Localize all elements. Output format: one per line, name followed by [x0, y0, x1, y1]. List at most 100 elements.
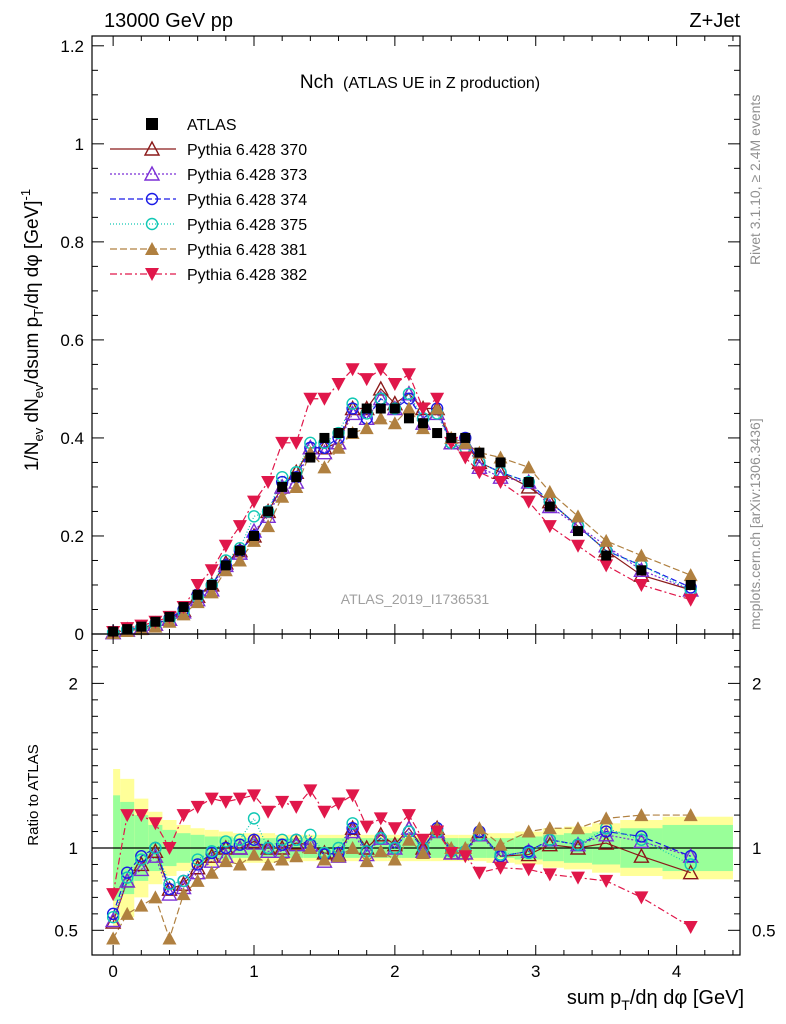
- y-tick-label: 0.4: [60, 429, 84, 448]
- ratio-point: [232, 792, 247, 806]
- series-line: [113, 392, 691, 634]
- ratio-point: [106, 907, 120, 921]
- data-point-atlas: [544, 501, 555, 512]
- x-axis-label: sum pT/dη dφ [GeV]: [567, 987, 744, 1013]
- legend-marker: [145, 242, 159, 255]
- ratio-series-line: [112, 789, 692, 928]
- ratio-point: [599, 874, 614, 888]
- data-point-atlas: [495, 457, 506, 468]
- legend-marker: [145, 217, 159, 231]
- ratio-point: [346, 817, 359, 830]
- ratio-point: [261, 805, 276, 819]
- ratio-point: [106, 888, 121, 902]
- data-point-atlas: [178, 602, 189, 613]
- series-markers: [104, 363, 699, 945]
- ratio-point: [458, 850, 473, 864]
- data-point-atlas: [319, 432, 330, 443]
- ratio-point: [135, 853, 148, 866]
- ratio-series-line: [112, 817, 691, 918]
- data-point: [373, 363, 388, 377]
- ratio-tick-label-right: 2: [752, 674, 761, 693]
- ratio-point: [344, 823, 361, 839]
- ratio-point: [119, 872, 136, 888]
- ratio-point: [134, 809, 149, 823]
- ratio-point: [401, 809, 416, 823]
- data-point: [521, 495, 536, 509]
- x-tick-label: 1: [249, 962, 258, 981]
- data-point: [346, 402, 359, 415]
- ratio-point: [134, 898, 149, 912]
- ratio-point: [359, 820, 374, 834]
- legend-marker: [143, 140, 161, 156]
- legend-marker: [145, 268, 159, 281]
- data-point-atlas: [573, 526, 583, 537]
- data-point-atlas: [136, 621, 147, 632]
- ratio-point: [261, 841, 275, 855]
- data-point: [522, 475, 535, 489]
- data-point: [634, 578, 649, 592]
- ratio-point: [598, 826, 615, 842]
- data-point: [430, 392, 445, 406]
- ratio-point: [345, 789, 360, 803]
- legend: ATLAS Pythia 6.428 370 Pythia 6.428 373 Pyt…: [110, 117, 307, 284]
- ratio-point: [275, 833, 289, 846]
- ratio-point: [684, 858, 697, 871]
- data-point-atlas: [220, 560, 231, 571]
- ratio-point: [290, 833, 303, 846]
- data-point-atlas: [234, 545, 245, 556]
- ratio-point: [542, 821, 557, 835]
- ratio-point: [522, 846, 535, 860]
- ratio-point: [683, 808, 698, 822]
- ratio-point: [247, 847, 261, 861]
- data-point: [247, 495, 261, 509]
- ratio-point: [120, 906, 135, 920]
- ratio-point: [106, 931, 121, 945]
- ratio-point: [190, 873, 205, 887]
- data-point-atlas: [249, 530, 259, 541]
- data-point-atlas: [389, 403, 400, 414]
- ratio-point: [189, 859, 206, 875]
- data-point: [346, 397, 359, 410]
- data-point-atlas: [403, 413, 414, 424]
- data-point: [232, 520, 247, 534]
- plot-title: Nch (ATLAS UE in Z production): [300, 72, 540, 93]
- ratio-point: [317, 852, 332, 866]
- ratio-point: [261, 857, 276, 871]
- data-point: [261, 476, 276, 490]
- ratio-tick-label-right: 0.5: [752, 921, 776, 940]
- ratio-point: [373, 844, 388, 858]
- header-left: 13000 GeV pp: [104, 10, 233, 32]
- ratio-point: [218, 854, 233, 868]
- data-point: [542, 520, 557, 534]
- ratio-point: [430, 825, 445, 839]
- data-point-atlas: [150, 616, 161, 627]
- ratio-point: [204, 792, 219, 806]
- ratio-point: [331, 849, 346, 863]
- ratio-point: [374, 831, 387, 845]
- ratio-point: [177, 874, 190, 888]
- ratio-point: [359, 854, 374, 868]
- ratio-point: [247, 812, 261, 825]
- data-point: [416, 402, 431, 416]
- ratio-point: [121, 866, 134, 879]
- ratio-point: [346, 822, 359, 835]
- data-point: [472, 466, 487, 480]
- ratio-point: [232, 857, 247, 871]
- data-point: [634, 548, 649, 562]
- ratio-point: [162, 931, 177, 945]
- data-point: [401, 401, 416, 415]
- ratio-point: [598, 834, 615, 850]
- data-point: [430, 401, 445, 415]
- data-point: [401, 368, 416, 382]
- legend-label: Pythia 6.428 375: [187, 217, 307, 234]
- ratio-point: [275, 838, 289, 851]
- ratio-point: [303, 841, 318, 854]
- data-point-atlas: [333, 428, 344, 439]
- data-point-atlas: [375, 403, 386, 414]
- data-point-atlas: [305, 452, 316, 463]
- ratio-point: [521, 824, 536, 838]
- ratio-point: [162, 842, 177, 855]
- legend-label: Pythia 6.428 373: [187, 167, 307, 184]
- ratio-point: [401, 832, 416, 846]
